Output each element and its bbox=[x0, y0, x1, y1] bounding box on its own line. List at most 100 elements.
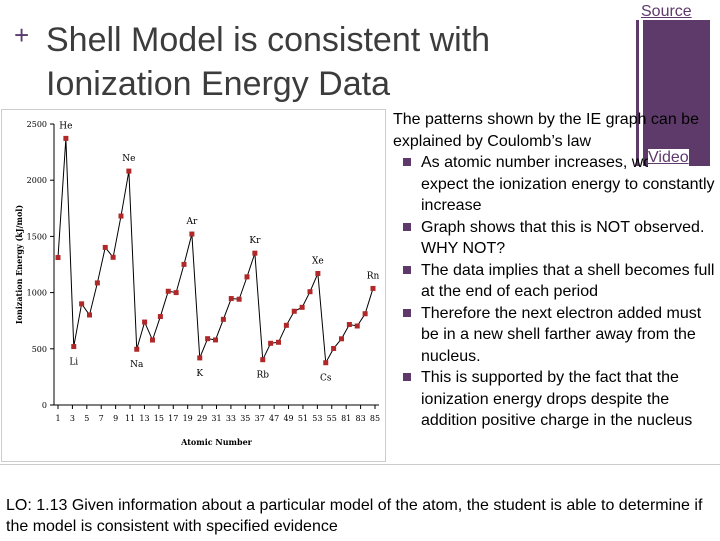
data-point bbox=[331, 345, 337, 351]
list-item: This is supported by the fact that the i… bbox=[393, 367, 720, 432]
x-tick-label: 5 bbox=[84, 414, 89, 423]
data-point bbox=[157, 314, 163, 320]
element-label: Rb bbox=[256, 371, 269, 381]
square-bullet-icon bbox=[403, 373, 411, 381]
element-label: Na bbox=[130, 360, 144, 370]
intro-paragraph: The patterns shown by the IE graph can b… bbox=[393, 111, 699, 150]
data-point bbox=[260, 357, 266, 363]
data-point bbox=[354, 323, 360, 329]
data-point bbox=[228, 296, 234, 302]
x-tick-label: 15 bbox=[154, 414, 164, 423]
data-point bbox=[55, 255, 61, 261]
data-point bbox=[283, 322, 289, 328]
square-bullet-icon bbox=[403, 158, 411, 166]
x-tick-label: 9 bbox=[113, 414, 118, 423]
data-point bbox=[181, 261, 187, 267]
data-point bbox=[173, 290, 179, 296]
accent-bar-edge bbox=[636, 20, 639, 166]
learning-objective-box: LO: 1.13 Given information about a parti… bbox=[0, 464, 720, 541]
title-plus-icon: + bbox=[14, 20, 30, 50]
data-point bbox=[244, 274, 250, 280]
element-label: He bbox=[59, 121, 72, 131]
y-axis-label: Ionization Energy (kJ/mol) bbox=[14, 205, 24, 324]
square-bullet-icon bbox=[403, 222, 411, 231]
square-bullet-icon bbox=[403, 308, 411, 317]
list-item: The data implies that a shell becomes fu… bbox=[393, 260, 720, 303]
x-tick-label: 81 bbox=[341, 414, 351, 423]
element-label: Ar bbox=[185, 217, 197, 227]
data-point bbox=[220, 316, 226, 322]
learning-objective: LO: 1.13 Given information about a parti… bbox=[6, 497, 703, 535]
x-tick-label: 19 bbox=[183, 414, 193, 423]
data-point bbox=[71, 344, 77, 350]
element-label: Li bbox=[69, 358, 78, 368]
x-tick-label: 29 bbox=[197, 414, 207, 423]
x-tick-label: 11 bbox=[125, 414, 135, 423]
data-point bbox=[370, 285, 376, 291]
bullet-text: Therefore the next electron added must b… bbox=[421, 304, 702, 365]
x-tick-label: 55 bbox=[327, 414, 337, 423]
x-tick-label: 35 bbox=[240, 414, 250, 423]
video-link[interactable]: Video bbox=[648, 149, 689, 167]
bullet-text: Graph shows that this is NOT observed. W… bbox=[421, 218, 705, 258]
data-point bbox=[165, 288, 171, 294]
bullet-text: As atomic number increases, would expect… bbox=[421, 154, 715, 214]
x-tick-label: 51 bbox=[298, 414, 308, 423]
data-point bbox=[110, 254, 116, 260]
data-point bbox=[79, 301, 85, 307]
bullet-text: This is supported by the fact that the i… bbox=[421, 369, 693, 429]
x-axis-label: Atomic Number bbox=[180, 437, 253, 447]
data-point bbox=[205, 336, 211, 342]
slide-title: Shell Model is consistent with Ionizatio… bbox=[46, 21, 491, 103]
y-tick-label: 2500 bbox=[27, 120, 47, 129]
data-point bbox=[268, 340, 274, 346]
element-label: Rn bbox=[367, 271, 380, 281]
data-point bbox=[189, 231, 195, 237]
data-point bbox=[307, 289, 313, 295]
data-point bbox=[252, 250, 258, 256]
y-tick-label: 0 bbox=[42, 401, 47, 410]
x-tick-label: 7 bbox=[99, 414, 104, 423]
accent-bar bbox=[643, 20, 710, 166]
list-item: As atomic number increases, would expect… bbox=[393, 152, 720, 217]
data-point bbox=[87, 312, 92, 318]
x-tick-label: 53 bbox=[312, 414, 322, 423]
data-point bbox=[197, 355, 203, 361]
data-point bbox=[102, 244, 108, 250]
data-point bbox=[291, 308, 297, 314]
data-point bbox=[315, 270, 321, 276]
y-tick-label: 1500 bbox=[27, 232, 47, 241]
element-label: Xe bbox=[312, 256, 324, 266]
list-item: Graph shows that this is NOT observed. W… bbox=[393, 217, 720, 260]
x-tick-label: 3 bbox=[70, 414, 75, 423]
x-tick-label: 13 bbox=[139, 414, 149, 423]
data-point bbox=[362, 311, 368, 317]
list-item: Therefore the next electron added must b… bbox=[393, 303, 720, 368]
x-tick-label: 1 bbox=[55, 414, 60, 423]
data-point bbox=[276, 339, 281, 345]
y-tick-label: 1000 bbox=[27, 289, 47, 298]
data-point bbox=[213, 337, 218, 343]
data-point bbox=[118, 213, 124, 219]
bullet-list: As atomic number increases, would expect… bbox=[393, 152, 720, 432]
source-link[interactable]: Source bbox=[641, 3, 692, 20]
x-tick-label: 49 bbox=[283, 414, 293, 423]
x-tick-label: 17 bbox=[168, 414, 178, 423]
element-label: Kr bbox=[249, 236, 261, 246]
ionization-energy-chart: 0 500 1000 1500 2000 2500 1 3 5 7 9 11 13 15 17 19 29 31 3… bbox=[1, 109, 386, 462]
data-point bbox=[63, 135, 69, 141]
bullet-text: The data implies that a shell becomes fu… bbox=[421, 261, 715, 301]
square-bullet-icon bbox=[403, 265, 411, 274]
data-point bbox=[150, 337, 155, 343]
data-point bbox=[94, 280, 100, 286]
series-line bbox=[57, 138, 374, 365]
x-tick-label: 85 bbox=[370, 414, 380, 423]
data-point bbox=[299, 304, 305, 310]
y-tick-label: 500 bbox=[32, 345, 47, 354]
x-tick-label: 37 bbox=[255, 414, 265, 423]
x-tick-label: 31 bbox=[211, 414, 221, 423]
element-label: Ne bbox=[122, 154, 135, 164]
data-point bbox=[346, 322, 352, 328]
x-tick-label: 47 bbox=[269, 414, 279, 423]
